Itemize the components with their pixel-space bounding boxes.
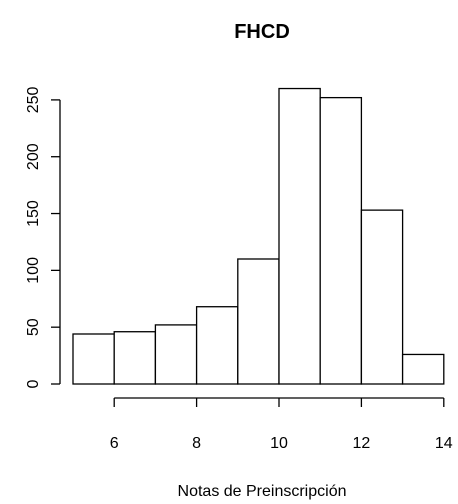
histogram-bar-7 — [360, 209, 404, 385]
x-axis-label: Notas de Preinscripción — [178, 483, 347, 500]
x-tick-label: 8 — [192, 435, 201, 452]
histogram-bar-6 — [319, 96, 363, 385]
x-tick-label: 12 — [353, 435, 371, 452]
histogram-bar-4 — [237, 258, 280, 385]
histogram-bar-2 — [154, 324, 198, 385]
histogram-bar-8 — [401, 353, 445, 385]
x-axis: 6 8 10 12 14 — [110, 397, 453, 452]
x-ticks: 6 8 10 12 14 — [110, 398, 453, 452]
x-tick-label: 10 — [270, 435, 288, 452]
y-ticks: 0 50 100 150 200 250 — [25, 86, 60, 388]
histogram-bar-5 — [278, 87, 321, 385]
y-axis: 0 50 100 150 200 250 — [25, 86, 61, 388]
x-tick-label: 6 — [110, 435, 119, 452]
histogram-bar-0 — [72, 333, 115, 385]
y-tick-label: 200 — [25, 143, 42, 170]
y-tick-label: 250 — [25, 86, 42, 113]
y-tick-label: 150 — [25, 200, 42, 227]
histogram-bar-1 — [113, 331, 157, 385]
histogram-bar-3 — [195, 306, 239, 385]
bars-group — [72, 87, 445, 385]
y-tick-label: 50 — [25, 318, 42, 336]
y-tick-label: 100 — [25, 257, 42, 284]
chart-title: FHCD — [234, 21, 290, 43]
y-tick-label: 0 — [25, 379, 42, 388]
x-tick-label: 14 — [435, 435, 453, 452]
